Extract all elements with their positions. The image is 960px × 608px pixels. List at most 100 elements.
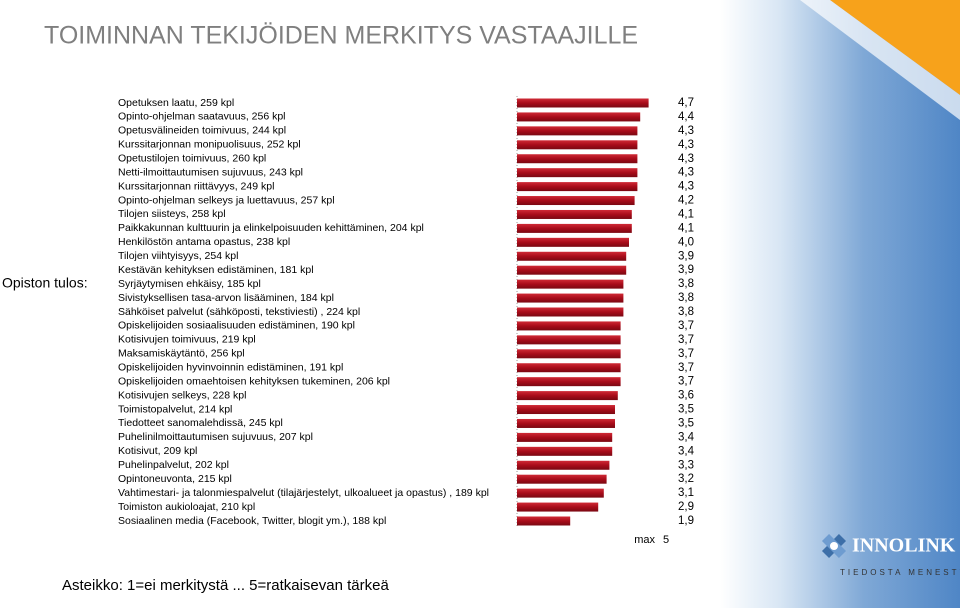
bar	[517, 335, 621, 345]
category-label: Henkilöstön antama opastus, 238 kpl	[118, 236, 290, 248]
value-label: 3,7	[678, 348, 694, 360]
value-label: 3,1	[678, 487, 694, 499]
footer: Asteikko: 1=ei merkitystä ... 5=ratkaise…	[62, 577, 389, 594]
value-label: 4,3	[678, 153, 694, 165]
category-label: Tiedotteet sanomalehdissä, 245 kpl	[118, 417, 283, 429]
category-label: Opetustilojen toimivuus, 260 kpl	[118, 153, 266, 165]
value-label: 4,1	[678, 208, 694, 220]
value-label: 3,9	[678, 264, 694, 276]
bar	[517, 405, 615, 415]
value-label: 3,6	[678, 390, 694, 402]
value-label: 1,9	[678, 515, 694, 527]
category-label: Opiskelijoiden sosiaalisuuden edistämine…	[118, 320, 355, 332]
logo-name: INNOLINK	[852, 535, 956, 557]
value-label: 4,3	[678, 181, 694, 193]
category-label: Kurssitarjonnan monipuolisuus, 252 kpl	[118, 139, 301, 151]
bar	[517, 418, 615, 428]
bar	[517, 460, 610, 470]
bar	[517, 363, 621, 373]
slide-title: TOIMINNAN TEKIJÖIDEN MERKITYS VASTAAJILL…	[44, 22, 638, 50]
bar	[517, 237, 629, 247]
bar	[517, 502, 599, 512]
category-label: Opinto-ohjelman saatavuus, 256 kpl	[118, 111, 286, 123]
category-label: Kestävän kehityksen edistäminen, 181 kpl	[118, 264, 314, 276]
value-label: 4,2	[678, 195, 694, 207]
bar	[517, 279, 624, 289]
logo: INNOLINK TIEDOSTA MENESTYS	[821, 533, 960, 577]
bar	[517, 168, 638, 178]
logo-icon	[821, 533, 847, 559]
bar	[517, 321, 621, 331]
bar	[517, 196, 635, 206]
value-label: 4,3	[678, 167, 694, 179]
bar	[517, 182, 638, 192]
category-label: Tilojen viihtyisyys, 254 kpl	[118, 250, 238, 262]
value-label: 3,7	[678, 376, 694, 388]
bar	[517, 349, 621, 359]
bar	[517, 140, 638, 150]
category-label: Kotisivujen selkeys, 228 kpl	[118, 389, 246, 401]
category-label: Opinto-ohjelman selkeys ja luettavuus, 2…	[118, 194, 335, 206]
value-label: 3,5	[678, 417, 694, 429]
value-label: 4,1	[678, 222, 694, 234]
category-label: Tilojen siisteys, 258 kpl	[118, 208, 226, 220]
category-label: Kurssitarjonnan riittävyys, 249 kpl	[118, 180, 274, 192]
bar	[517, 126, 638, 136]
bar	[517, 474, 607, 484]
value-label: 2,9	[678, 501, 694, 513]
value-label: 3,7	[678, 320, 694, 332]
category-label: Netti-ilmoittautumisen sujuvuus, 243 kpl	[118, 166, 303, 178]
value-label: 3,8	[678, 292, 694, 304]
value-label: 3,4	[678, 431, 695, 443]
white-stripe	[800, 0, 960, 120]
logo-tagline: TIEDOSTA MENESTYS	[840, 568, 960, 577]
value-label: 3,4	[678, 445, 695, 457]
category-label: Toimistopalvelut, 214 kpl	[118, 403, 232, 415]
value-label: 3,2	[678, 473, 694, 485]
bar	[517, 209, 632, 219]
value-label: 3,7	[678, 334, 694, 346]
category-label: Kotisivujen toimivuus, 219 kpl	[118, 334, 256, 346]
x-tick-label: 5	[663, 534, 669, 546]
value-label: 3,8	[678, 306, 694, 318]
side-label: Opiston tulos:	[2, 275, 88, 291]
value-label: 3,5	[678, 404, 694, 416]
category-label: Sähköiset palvelut (sähköposti, tekstivi…	[118, 306, 360, 318]
bar	[517, 154, 638, 164]
category-label: Paikkakunnan kulttuurin ja elinkelpoisuu…	[118, 222, 424, 234]
category-label: Toimiston aukioloajat, 210 kpl	[118, 501, 255, 513]
bar	[517, 251, 627, 261]
value-label: 3,3	[678, 459, 694, 471]
bar	[517, 265, 627, 275]
bar	[517, 488, 604, 498]
category-label: Sivistyksellisen tasa-arvon lisääminen, …	[118, 292, 334, 304]
sky-background	[720, 0, 960, 608]
max-label: max	[634, 534, 655, 546]
category-label: Puhelinilmoittautumisen sujuvuus, 207 kp…	[118, 431, 313, 443]
value-label: 3,7	[678, 362, 694, 374]
bar	[517, 293, 624, 303]
category-label: Puhelinpalvelut, 202 kpl	[118, 459, 229, 471]
category-label: Sosiaalinen media (Facebook, Twitter, bl…	[118, 515, 386, 527]
category-label: Opiskelijoiden hyvinvoinnin edistäminen,…	[118, 362, 343, 374]
category-label: Vahtimestari- ja talonmiespalvelut (tila…	[118, 487, 489, 499]
value-label: 4,4	[678, 111, 695, 123]
value-label: 4,0	[678, 236, 694, 248]
category-label: Opetuksen laatu, 259 kpl	[118, 97, 234, 109]
category-label: Opetusvälineiden toimivuus, 244 kpl	[118, 125, 286, 137]
category-label: Kotisivut, 209 kpl	[118, 445, 197, 457]
value-label: 3,8	[678, 278, 694, 290]
bar	[517, 377, 621, 387]
bar	[517, 112, 641, 122]
bar	[517, 223, 632, 233]
value-label: 4,7	[678, 97, 694, 109]
bar	[517, 446, 613, 456]
bar	[517, 307, 624, 317]
category-label: Syrjäytymisen ehkäisy, 185 kpl	[118, 278, 261, 290]
category-label: Opintoneuvonta, 215 kpl	[118, 473, 232, 485]
bar	[517, 432, 613, 442]
bar	[517, 98, 649, 108]
bar	[517, 516, 571, 526]
value-label: 4,3	[678, 139, 694, 151]
